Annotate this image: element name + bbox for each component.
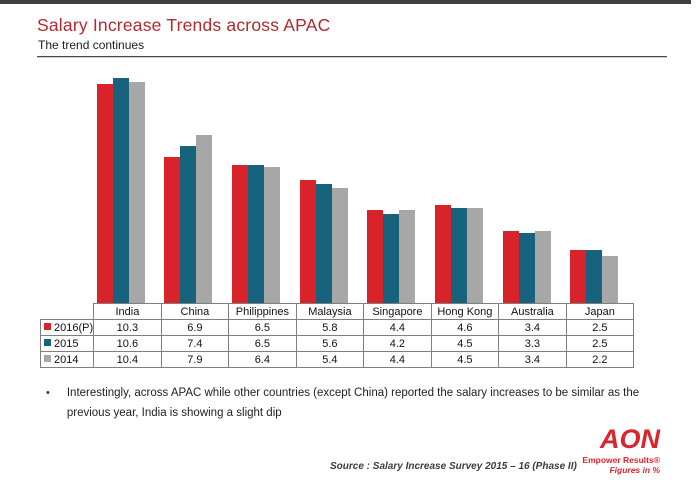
slide-subtitle: The trend continues (38, 38, 145, 52)
bar-group-malaysia (290, 179, 358, 303)
value-cell-2014-singapore: 4.4 (363, 351, 432, 368)
column-header-philippines: Philippines (228, 303, 297, 320)
legend-swatch-icon (44, 323, 51, 331)
table-row-2014: 2014 10.4 7.9 6.4 5.4 4.4 4.5 3.4 2.2 (39, 351, 635, 368)
column-header-malaysia: Malaysia (295, 303, 365, 320)
bar-2014-hong-kong (466, 207, 483, 303)
value-cell-2014-philippines: 6.4 (228, 351, 297, 368)
bar-2014-philippines (264, 167, 281, 303)
bar-2014-india (128, 82, 145, 303)
bar-2016(P)-malaysia (299, 179, 316, 303)
bar-2016(P)-china (164, 156, 181, 303)
bar-2014-singapore (399, 209, 416, 303)
figures-note: Figures in % (609, 465, 660, 475)
legend-label-2015: 2015 (39, 335, 95, 352)
bullet-point: • Interestingly, across APAC while other… (46, 383, 645, 423)
bar-2016(P)-hong-kong (434, 205, 451, 303)
value-cell-2016(P)-philippines: 6.5 (228, 319, 297, 336)
legend-swatch-icon (44, 355, 51, 363)
value-cell-2014-australia: 3.4 (498, 351, 567, 368)
bar-2015-philippines (248, 165, 265, 303)
value-cell-2015-australia: 3.3 (498, 335, 567, 352)
value-cell-2016(P)-malaysia: 5.8 (295, 319, 365, 336)
bar-2015-singapore (383, 213, 400, 303)
bar-2015-malaysia (315, 184, 332, 303)
value-cell-2016(P)-singapore: 4.4 (363, 319, 432, 336)
column-header-india: India (93, 303, 162, 320)
bar-group-india (87, 78, 155, 303)
bar-2015-india (112, 78, 129, 303)
value-cell-2014-china: 7.9 (160, 351, 230, 368)
bar-group-japan (560, 249, 628, 303)
value-cell-2014-india: 10.4 (93, 351, 162, 368)
bar-2014-australia (534, 230, 551, 303)
source-note: Source : Salary Increase Survey 2015 – 1… (330, 461, 577, 472)
window-top-border (0, 0, 691, 4)
value-cell-2016(P)-china: 6.9 (160, 319, 230, 336)
bar-group-hong-kong (425, 205, 493, 303)
table-header-row: India China Philippines Malaysia Singapore Ho… (41, 303, 635, 320)
value-cell-2016(P)-australia: 3.4 (498, 319, 567, 336)
bar-2014-japan (602, 256, 619, 303)
value-cell-2016(P)-japan: 2.5 (565, 319, 635, 336)
bar-2016(P)-singapore (367, 209, 384, 303)
slide-title: Salary Increase Trends across APAC (37, 15, 331, 35)
bar-group-singapore (358, 209, 426, 303)
value-cell-2014-japan: 2.2 (565, 351, 635, 368)
value-cell-2016(P)-hong-kong: 4.6 (430, 319, 500, 336)
bar-2016(P)-philippines (232, 165, 249, 303)
value-cell-2014-hong-kong: 4.5 (430, 351, 500, 368)
table-corner-cell (41, 304, 94, 320)
bar-2015-china (180, 145, 197, 303)
bar-2014-malaysia (331, 188, 348, 303)
bar-group-china (155, 135, 223, 303)
bar-2015-australia (518, 233, 535, 303)
bar-2016(P)-japan (570, 249, 587, 303)
table-row-2015: 2015 10.6 7.4 6.5 5.6 4.2 4.5 3.3 2.5 (39, 335, 635, 352)
bar-2015-japan (586, 249, 603, 303)
column-header-singapore: Singapore (363, 303, 432, 320)
legend-label-2014: 2014 (39, 351, 95, 368)
chart-data-table: India China Philippines Malaysia Singapore Ho… (39, 303, 635, 368)
bar-group-philippines (222, 165, 290, 303)
column-header-japan: Japan (565, 303, 635, 320)
column-header-hong-kong: Hong Kong (430, 303, 500, 320)
value-cell-2014-malaysia: 5.4 (295, 351, 365, 368)
value-cell-2015-china: 7.4 (160, 335, 230, 352)
bar-chart (87, 73, 628, 303)
bar-2014-china (196, 135, 213, 303)
value-cell-2015-hong-kong: 4.5 (430, 335, 500, 352)
bullet-text: Interestingly, across APAC while other c… (66, 387, 640, 419)
table-row-2016(P): 2016(P) 10.3 6.9 6.5 5.8 4.4 4.6 3.4 2.5 (39, 319, 635, 336)
title-divider (37, 56, 667, 58)
value-cell-2015-malaysia: 5.6 (295, 335, 365, 352)
legend-swatch-icon (44, 339, 51, 347)
column-header-china: China (160, 303, 230, 320)
column-header-australia: Australia (498, 303, 567, 320)
aon-logo: AON Empower Results® Figures in % (582, 424, 660, 475)
value-cell-2015-singapore: 4.2 (363, 335, 432, 352)
bullet-icon: • (46, 387, 50, 399)
legend-label-2016(P): 2016(P) (39, 319, 95, 336)
bar-2016(P)-india (96, 84, 113, 303)
aon-logo-text: AON (600, 424, 660, 454)
value-cell-2016(P)-india: 10.3 (93, 319, 162, 336)
bar-2016(P)-australia (502, 230, 519, 303)
value-cell-2015-philippines: 6.5 (228, 335, 297, 352)
value-cell-2015-india: 10.6 (93, 335, 162, 352)
aon-logo-tagline: Empower Results® (582, 455, 660, 465)
value-cell-2015-japan: 2.5 (565, 335, 635, 352)
bar-group-australia (493, 230, 561, 303)
bar-2015-hong-kong (450, 207, 467, 303)
